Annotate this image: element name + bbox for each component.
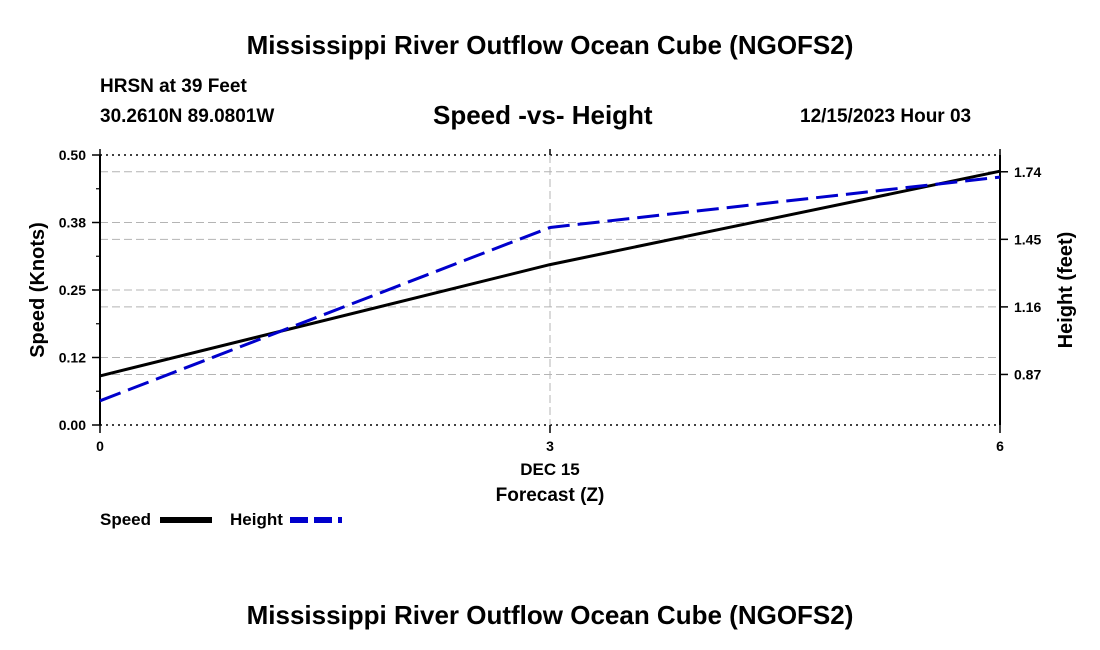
chart-title: Speed -vs- Height: [433, 100, 653, 130]
chart-legend: Speed Height: [100, 510, 342, 529]
page-title: Mississippi River Outflow Ocean Cube (NG…: [246, 30, 854, 60]
station-name: HRSN at 39 Feet: [100, 76, 247, 97]
x-axis-label: Forecast (Z): [496, 485, 605, 506]
left-tick-label: 0.50: [59, 147, 86, 163]
chart-labels: 0.00 0.12 0.25 0.38 0.50 0.87 1.16 1.45 1.74 0 3 6 D…: [27, 147, 1077, 506]
footer-title: Mississippi River Outflow Ocean Cube (NG…: [246, 600, 854, 630]
chart-grid: [100, 154, 1000, 426]
x-tick-label: 6: [996, 438, 1004, 454]
x-tick-label: 3: [546, 438, 554, 454]
right-tick-label: 1.74: [1014, 164, 1041, 180]
x-tick-label: 0: [96, 438, 104, 454]
chart-date-time: 12/15/2023 Hour 03: [800, 106, 972, 127]
legend-label-height: Height: [230, 510, 283, 529]
left-tick-label: 0.12: [59, 350, 86, 366]
chart-axes: [92, 149, 1008, 433]
y-left-axis-label: Speed (Knots): [27, 222, 49, 358]
left-tick-label: 0.00: [59, 417, 86, 433]
series-layer: [99, 169, 1001, 403]
right-tick-label: 1.16: [1014, 299, 1041, 315]
legend-label-speed: Speed: [100, 510, 151, 529]
left-tick-label: 0.25: [59, 282, 86, 298]
station-coordinates: 30.2610N 89.0801W: [100, 106, 275, 127]
x-date-label: DEC 15: [520, 460, 580, 479]
y-right-axis-label: Height (feet): [1055, 232, 1077, 349]
right-tick-label: 1.45: [1014, 231, 1041, 247]
right-tick-label: 0.87: [1014, 366, 1041, 382]
left-tick-label: 0.38: [59, 215, 86, 231]
series-line-speed: [99, 169, 1001, 378]
